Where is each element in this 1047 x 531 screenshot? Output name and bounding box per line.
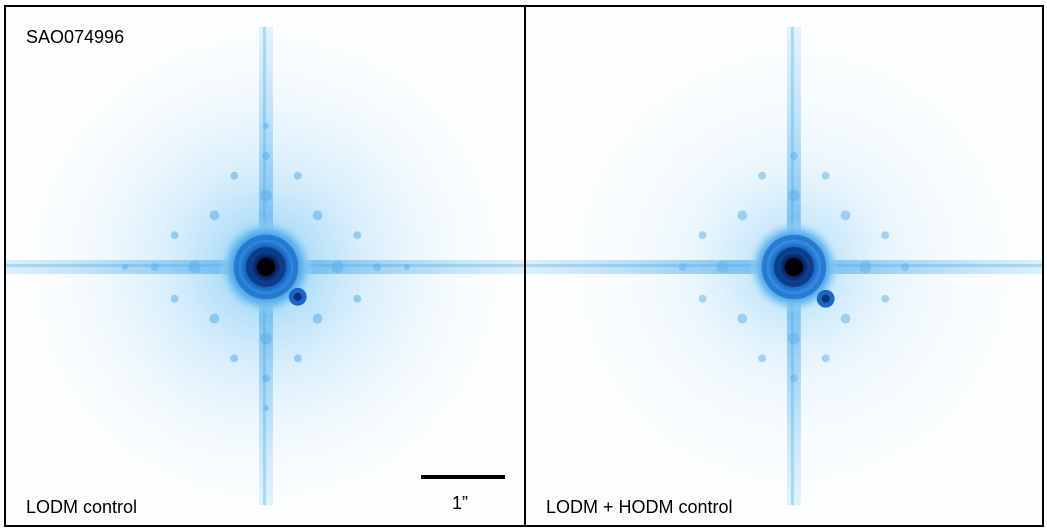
lodm-hodm-control-panel: LODM + HODM control (524, 5, 1044, 527)
lodm-control-label: LODM control (26, 497, 138, 517)
speckle-dots (678, 151, 910, 383)
target-name-label: SAO074996 (26, 27, 125, 47)
scale-bar (421, 475, 505, 479)
lodm-hodm-control-label: LODM + HODM control (546, 497, 733, 517)
scale-bar-label: 1” (452, 493, 469, 513)
speckle-dots (122, 123, 410, 411)
lodm-hodm-psf-image (526, 7, 1042, 525)
lodm-psf-image (6, 7, 524, 525)
lodm-control-panel: SAO074996 LODM control 1” (4, 5, 526, 527)
